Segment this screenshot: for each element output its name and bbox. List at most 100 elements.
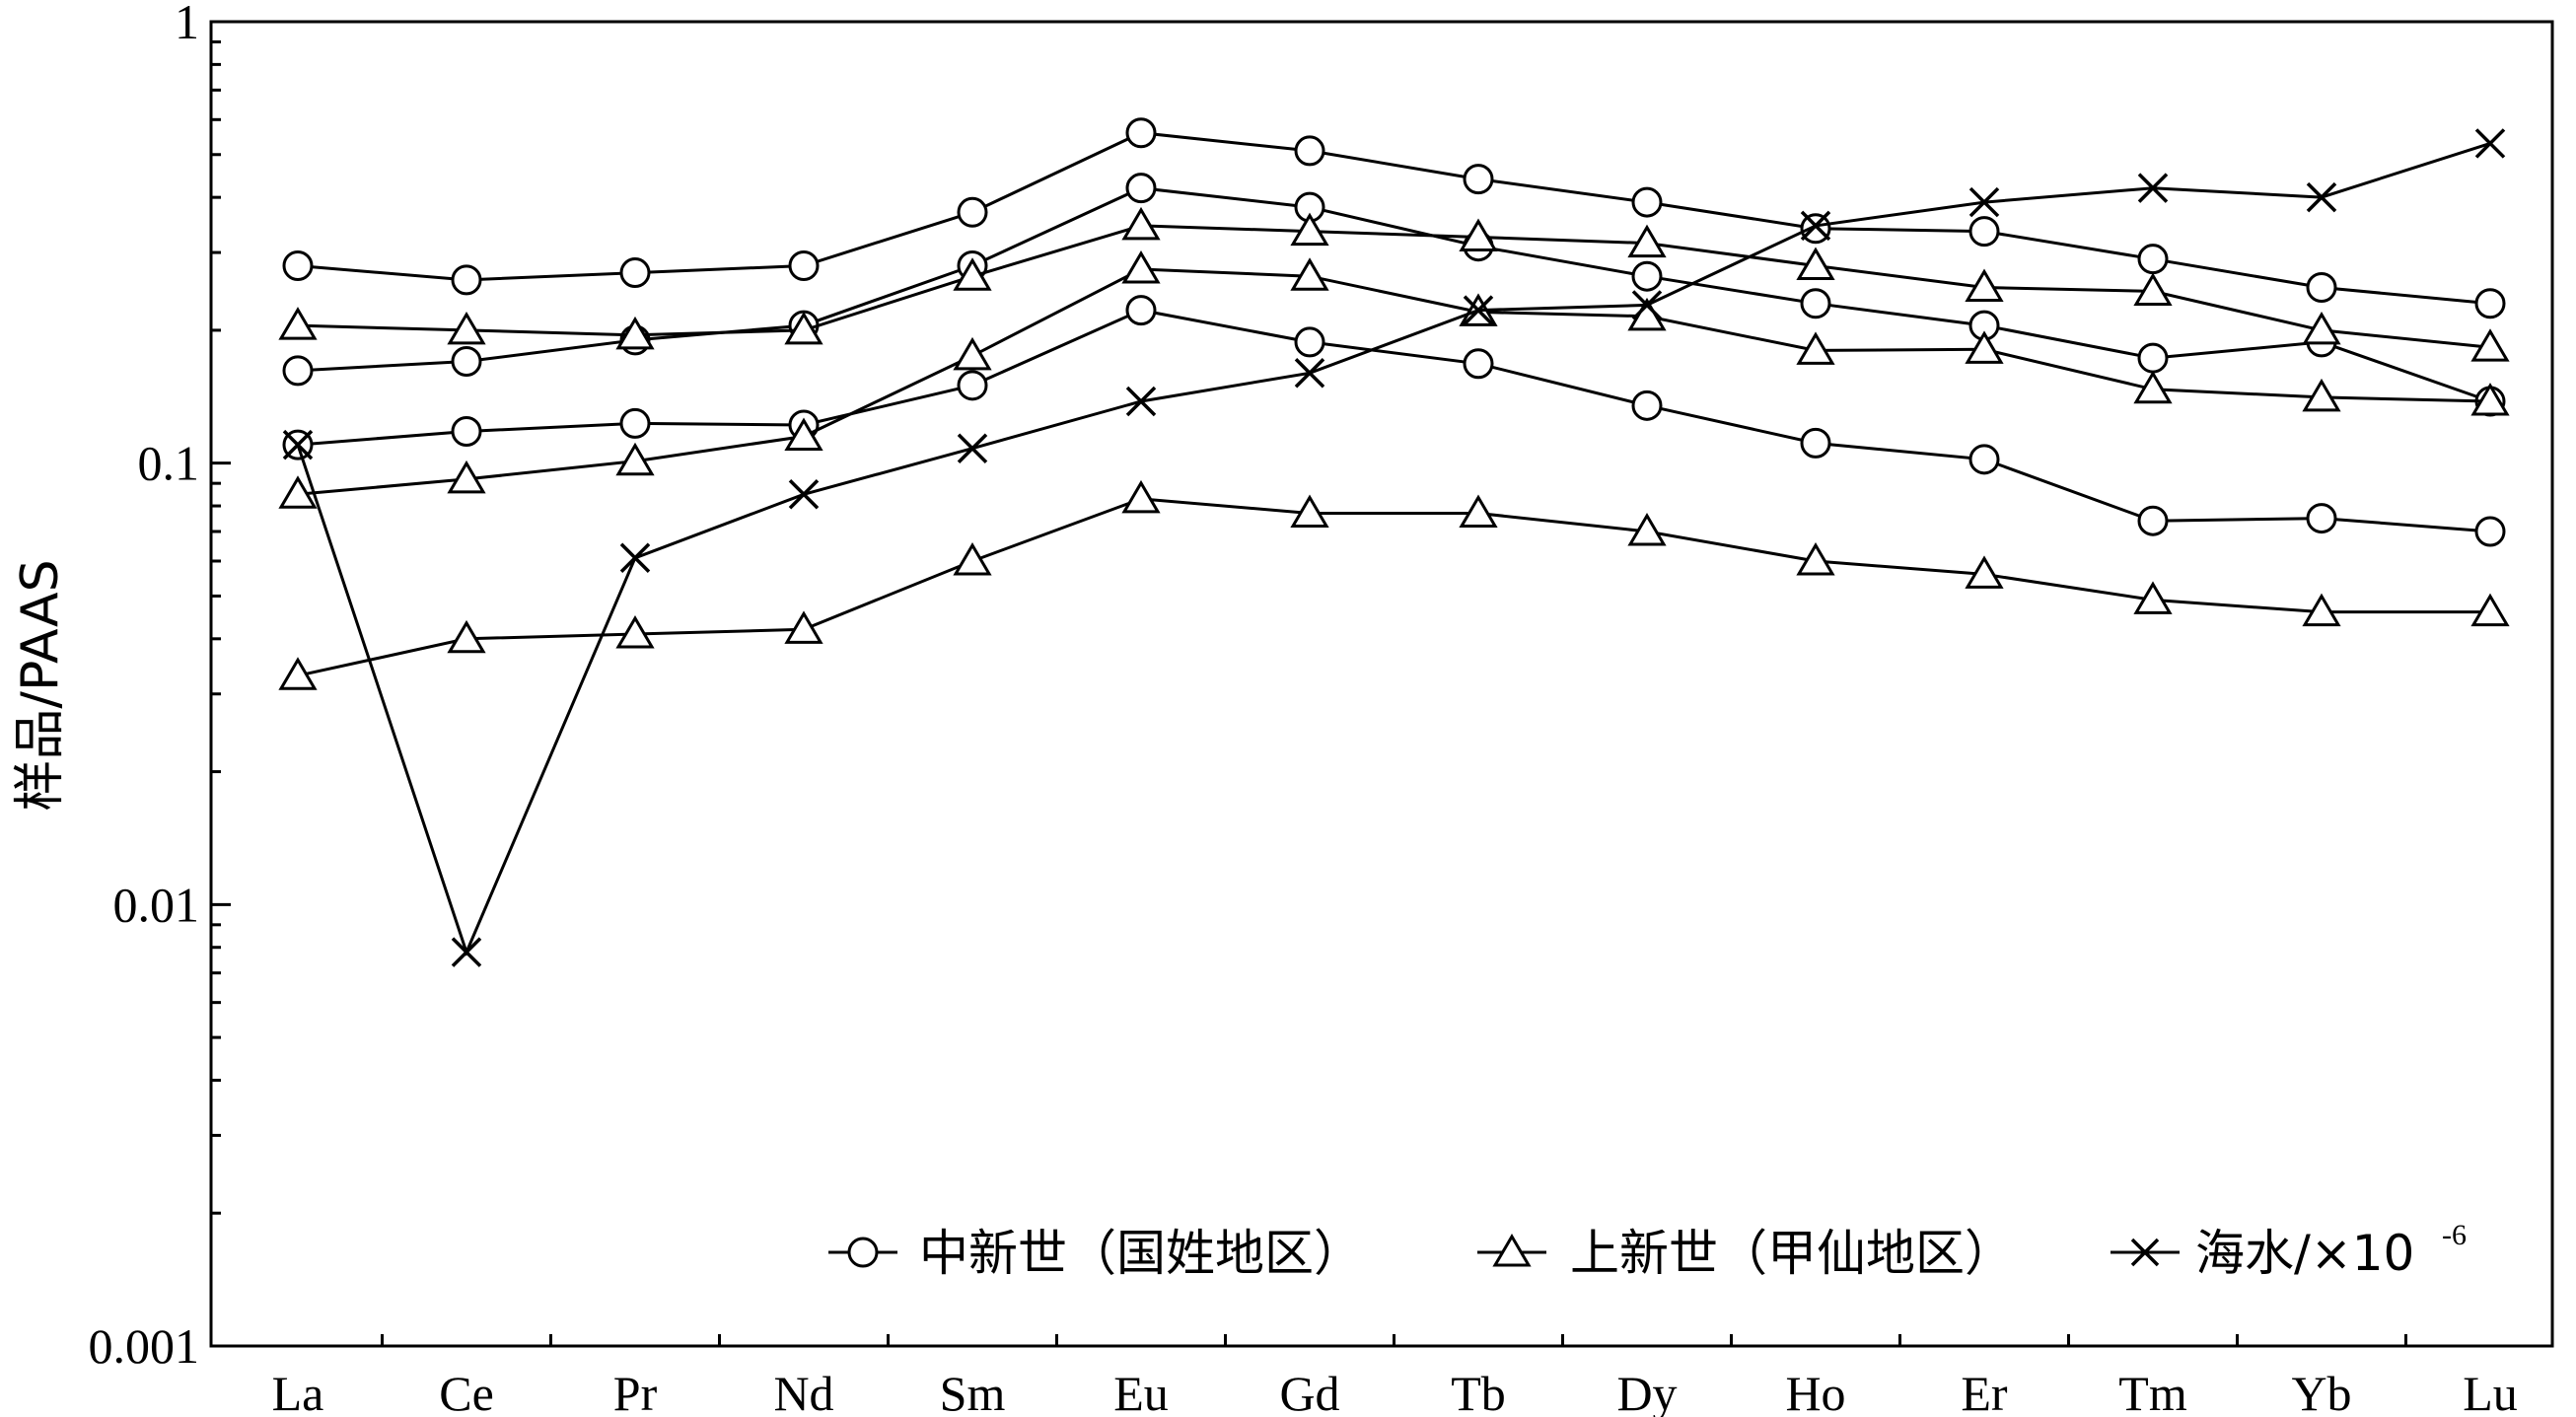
x-tick-label: Gd [1279, 1366, 1339, 1417]
data-point-circle [1800, 427, 1831, 459]
data-point-circle [1800, 288, 1831, 319]
data-point-triangle [1965, 330, 2004, 364]
data-point-triangle [953, 257, 992, 291]
legend-label-triangle: 上新世（甲仙地区） [1570, 1225, 2014, 1282]
data-point-circle [1125, 173, 1157, 204]
data-point-cross [1463, 295, 1494, 325]
data-point-triangle [1965, 268, 2004, 303]
data-point-circle [957, 370, 988, 401]
data-point-triangle [2470, 383, 2510, 416]
x-tick-label: Ho [1785, 1366, 1845, 1417]
x-tick-label: Eu [1113, 1366, 1169, 1417]
series-triangle-4 [278, 250, 2510, 509]
data-point-triangle [2470, 328, 2510, 362]
x-tick-label: Tm [2118, 1366, 2187, 1417]
legend-label-cross-superscript: -6 [2442, 1219, 2467, 1251]
data-point-triangle [2302, 378, 2341, 412]
y-tick-label: 1 [175, 0, 199, 49]
data-point-triangle [447, 311, 486, 345]
series-line [297, 309, 2491, 533]
data-point-triangle [1796, 331, 1835, 365]
data-point-triangle [953, 542, 992, 576]
data-point-triangle [2133, 272, 2173, 306]
data-point-circle [619, 407, 651, 439]
data-point-triangle [615, 615, 655, 649]
data-point-cross [1294, 358, 1325, 389]
data-point-circle [619, 257, 651, 289]
data-point-triangle [447, 460, 486, 494]
x-tick-label: Er [1961, 1366, 2008, 1417]
x-tick-label: Pr [613, 1366, 658, 1417]
legend-cross-marker [2130, 1238, 2160, 1267]
data-point-circle [1968, 444, 2000, 475]
data-point-circle [1294, 135, 1325, 167]
legend-item-circle: 中新世（国姓地区） [828, 1225, 1363, 1282]
data-point-triangle [615, 442, 655, 476]
legend-label-cross: 海水/×10 [2195, 1225, 2414, 1282]
data-point-circle [451, 264, 482, 296]
data-point-cross [1968, 186, 2000, 218]
data-point-circle [1463, 348, 1494, 380]
legend-label-circle: 中新世（国姓地区） [919, 1225, 1363, 1282]
series-line [297, 186, 2491, 403]
data-point-cross [2306, 181, 2337, 213]
y-axis-ticks: 1 0.1 0.01 0.001 [89, 0, 231, 1374]
data-point-circle [1463, 164, 1494, 195]
data-point-triangle [1121, 250, 1161, 284]
data-point-triangle [1121, 479, 1161, 514]
data-point-triangle [278, 657, 318, 690]
data-point-circle [1631, 260, 1663, 292]
data-point-circle [1968, 216, 2000, 248]
data-point-circle [957, 196, 988, 228]
data-point-triangle [1290, 212, 1329, 247]
legend-item-triangle: 上新世（甲仙地区） [1477, 1225, 2014, 1282]
data-point-circle [1631, 186, 1663, 218]
data-point-triangle [2133, 581, 2173, 614]
data-point-cross [957, 433, 988, 463]
x-tick-label: Dy [1616, 1366, 1677, 1417]
data-point-triangle [1459, 494, 1498, 528]
data-point-triangle [615, 316, 655, 350]
data-point-circle [2137, 505, 2169, 536]
data-point-circle [1125, 117, 1157, 149]
data-point-cross [1800, 210, 1831, 242]
data-point-triangle [1459, 218, 1498, 252]
legend: 中新世（国姓地区） 上新世（甲仙地区） 海水/×10 -6 [828, 1219, 2467, 1282]
data-point-circle [282, 355, 314, 387]
series-triangle-3 [278, 206, 2510, 362]
data-point-cross [1631, 290, 1663, 320]
series-circle-0 [282, 117, 2506, 319]
series-line [297, 497, 2490, 677]
data-point-triangle [1965, 555, 2004, 589]
data-point-cross [282, 429, 314, 461]
legend-triangle-marker [1492, 1234, 1532, 1267]
data-point-triangle [278, 475, 318, 509]
data-point-circle [2306, 272, 2337, 304]
x-tick-label: Yb [2291, 1366, 2351, 1417]
x-tick-label: La [272, 1366, 324, 1417]
data-point-triangle [1290, 494, 1329, 528]
series-line [297, 224, 2491, 349]
x-tick-label: Nd [773, 1366, 833, 1417]
x-axis-ticks: La Ce Pr Nd Sm Eu Gd Tb Dy Ho Er Tm Yb Lu [272, 1334, 2518, 1417]
x-tick-label: Lu [2463, 1366, 2518, 1417]
plot-frame [209, 20, 2554, 1348]
data-point-circle [1294, 326, 1325, 358]
data-point-triangle [1627, 513, 1667, 546]
data-point-circle [1800, 213, 1831, 245]
data-point-triangle [278, 307, 318, 340]
data-point-triangle [2133, 370, 2173, 404]
data-point-triangle [2470, 593, 2510, 627]
legend-item-cross: 海水/×10 -6 [2111, 1219, 2467, 1282]
data-point-cross [619, 542, 651, 574]
data-point-circle [1125, 295, 1157, 326]
data-point-circle [451, 346, 482, 378]
series-line [296, 141, 2491, 956]
y-tick-label: 0.001 [89, 1318, 200, 1374]
series-layer [278, 117, 2510, 967]
data-point-triangle [784, 610, 823, 644]
data-point-triangle [784, 311, 823, 345]
data-point-triangle [2302, 593, 2341, 627]
y-tick-label: 0.01 [113, 877, 200, 932]
